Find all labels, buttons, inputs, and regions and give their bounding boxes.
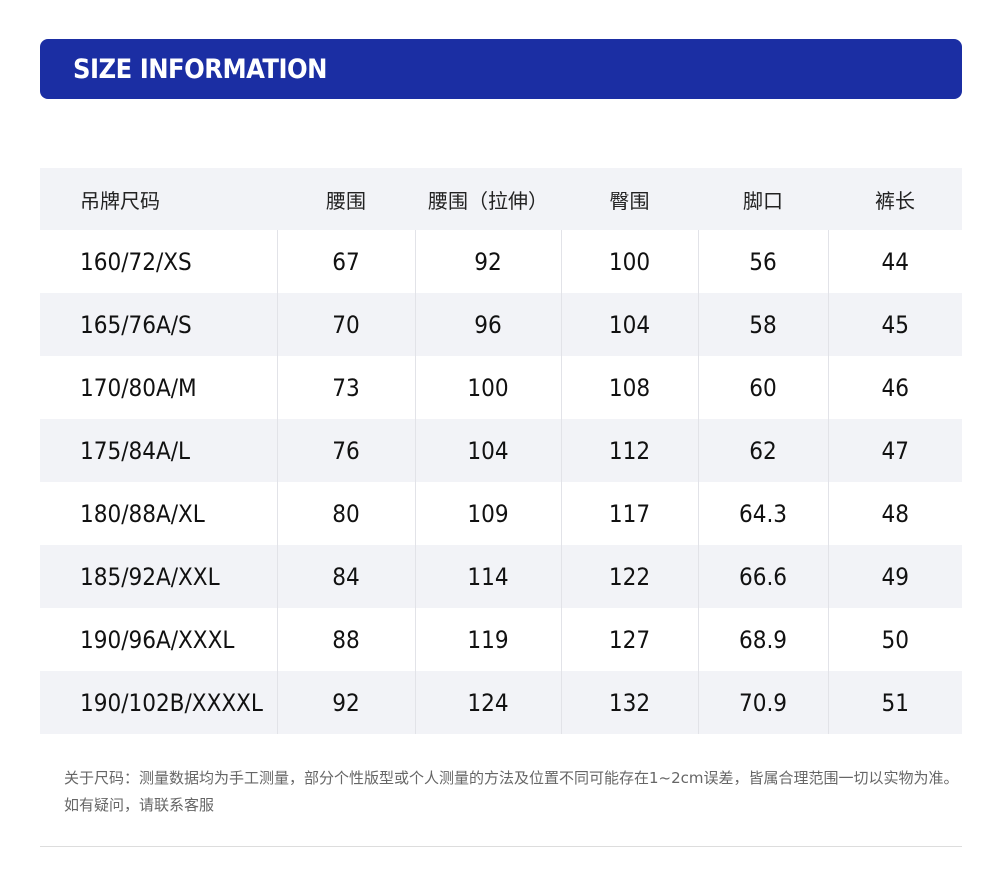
cell-waist: 76 xyxy=(276,419,415,482)
cell-leg-opening: 68.9 xyxy=(697,608,828,671)
cell-length: 44 xyxy=(827,230,962,293)
cell-hip: 132 xyxy=(560,671,698,734)
cell-leg-opening: 64.3 xyxy=(697,482,828,545)
header-length: 裤长 xyxy=(828,168,962,230)
cell-waist: 80 xyxy=(276,482,415,545)
table-row: 165/76A/S 70 96 104 58 45 xyxy=(40,293,962,356)
cell-hip: 117 xyxy=(560,482,698,545)
table-header-row: 吊牌尺码 腰围 腰围（拉伸） 臀围 脚口 裤长 xyxy=(40,168,962,230)
cell-size: 190/96A/XXXL xyxy=(40,608,277,671)
table-row: 180/88A/XL 80 109 117 64.3 48 xyxy=(40,482,962,545)
cell-waist-stretched: 104 xyxy=(414,419,561,482)
header-leg-opening: 脚口 xyxy=(698,168,828,230)
cell-waist: 67 xyxy=(276,230,415,293)
header-hip: 臀围 xyxy=(561,168,698,230)
cell-waist-stretched: 92 xyxy=(414,230,561,293)
cell-waist: 73 xyxy=(276,356,415,419)
cell-hip: 127 xyxy=(560,608,698,671)
cell-leg-opening: 62 xyxy=(697,419,828,482)
cell-size: 190/102B/XXXXL xyxy=(40,671,277,734)
cell-waist-stretched: 124 xyxy=(414,671,561,734)
cell-waist: 92 xyxy=(276,671,415,734)
cell-waist-stretched: 96 xyxy=(414,293,561,356)
cell-waist-stretched: 114 xyxy=(414,545,561,608)
cell-length: 49 xyxy=(827,545,962,608)
cell-size: 160/72/XS xyxy=(40,230,277,293)
table-row: 185/92A/XXL 84 114 122 66.6 49 xyxy=(40,545,962,608)
table-row: 175/84A/L 76 104 112 62 47 xyxy=(40,419,962,482)
header-waist: 腰围 xyxy=(277,168,415,230)
cell-waist-stretched: 109 xyxy=(414,482,561,545)
cell-hip: 104 xyxy=(560,293,698,356)
divider xyxy=(40,846,962,847)
cell-length: 48 xyxy=(827,482,962,545)
cell-size: 170/80A/M xyxy=(40,356,277,419)
cell-leg-opening: 58 xyxy=(697,293,828,356)
cell-waist: 84 xyxy=(276,545,415,608)
header-tag-size: 吊牌尺码 xyxy=(40,168,277,230)
cell-size: 180/88A/XL xyxy=(40,482,277,545)
cell-waist: 70 xyxy=(276,293,415,356)
measurement-note: 关于尺码：测量数据均为手工测量，部分个性版型或个人测量的方法及位置不同可能存在1… xyxy=(64,769,959,814)
cell-hip: 112 xyxy=(560,419,698,482)
cell-size: 185/92A/XXL xyxy=(40,545,277,608)
table-row: 160/72/XS 67 92 100 56 44 xyxy=(40,230,962,293)
table-row: 170/80A/M 73 100 108 60 46 xyxy=(40,356,962,419)
cell-length: 47 xyxy=(827,419,962,482)
table-row: 190/96A/XXXL 88 119 127 68.9 50 xyxy=(40,608,962,671)
size-table: 吊牌尺码 腰围 腰围（拉伸） 臀围 脚口 裤长 160/72/XS 67 92 … xyxy=(40,168,962,734)
banner-title: SIZE INFORMATION xyxy=(73,54,327,85)
cell-leg-opening: 60 xyxy=(697,356,828,419)
cell-length: 50 xyxy=(827,608,962,671)
cell-leg-opening: 70.9 xyxy=(697,671,828,734)
cell-hip: 122 xyxy=(560,545,698,608)
cell-waist-stretched: 100 xyxy=(414,356,561,419)
cell-leg-opening: 56 xyxy=(697,230,828,293)
cell-length: 46 xyxy=(827,356,962,419)
cell-leg-opening: 66.6 xyxy=(697,545,828,608)
table-row: 190/102B/XXXXL 92 124 132 70.9 51 xyxy=(40,671,962,734)
cell-size: 175/84A/L xyxy=(40,419,277,482)
header-banner: SIZE INFORMATION xyxy=(40,39,962,99)
cell-length: 45 xyxy=(827,293,962,356)
cell-hip: 100 xyxy=(560,230,698,293)
cell-size: 165/76A/S xyxy=(40,293,277,356)
cell-length: 51 xyxy=(827,671,962,734)
cell-waist: 88 xyxy=(276,608,415,671)
cell-waist-stretched: 119 xyxy=(414,608,561,671)
header-waist-stretched: 腰围（拉伸） xyxy=(415,168,561,230)
cell-hip: 108 xyxy=(560,356,698,419)
